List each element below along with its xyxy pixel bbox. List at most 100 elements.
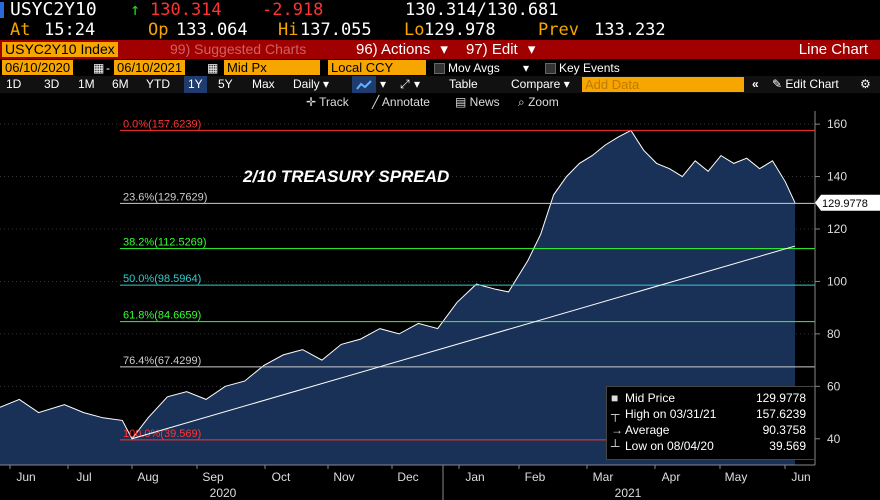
calendar-icon[interactable]: ▦ [93,61,105,75]
tab-3d[interactable]: 3D [44,77,60,91]
edit-chart-button[interactable]: ✎ Edit Chart [772,76,839,93]
x-tick-label: Feb [525,470,546,484]
actions-label: 96) Actions [356,41,431,58]
tab-ytd[interactable]: YTD [146,77,170,91]
legend-label: Mid Price [625,391,676,405]
edit-chart-label: Edit Chart [785,77,839,91]
legend-value: 157.6239 [755,407,806,421]
zoom-button[interactable]: ⌕ Zoom [518,93,559,111]
line-chart-icon[interactable] [352,76,376,93]
timeframe-bar: 1D 3D 1M 6M YTD 1Y 5Y Max Daily ▾ ▾ ⤢ ▾ Table C… [0,76,880,93]
tab-1m[interactable]: 1M [78,77,95,91]
fib-level-label: 0.0%(157.6239) [123,118,201,130]
news-label: News [469,95,500,109]
track-button[interactable]: ✛ Track [306,93,349,111]
frequency-label: Daily [293,77,320,91]
trendline [131,245,796,440]
mov-avgs-toggle[interactable]: Mov Avgs [434,60,500,76]
legend-panel: ■ Mid Price 129.9778 ┬ High on 03/31/21 157.6… [606,386,815,460]
low-label: Lo [404,20,425,40]
table-button[interactable]: Table [449,77,478,91]
date-separator: - [106,61,110,75]
prev-value: 133.232 [594,20,666,40]
legend-value: 39.569 [769,439,806,453]
fib-level-label: 76.4%(67.4299) [123,355,201,367]
tab-1y[interactable]: 1Y [184,76,207,93]
net-change: -2.918 [262,0,324,20]
legend-row: → Average 90.3758 [611,422,810,438]
bid-ask: 130.314/130.681 [405,0,559,20]
calendar-icon[interactable]: ▦ [207,61,219,75]
average-arrow-icon: → [611,423,623,437]
legend-label: Low on 08/04/20 [625,439,714,453]
zoom-icon: ⌕ [518,95,529,109]
fib-level-label: 61.8%(84.6659) [123,310,201,322]
fib-level-label: 100.0%(39.569) [123,428,201,440]
edit-button[interactable]: 97) Edit ▾ [466,40,535,59]
key-events-toggle[interactable]: Key Events [545,60,620,76]
y-tick-label: 60 [827,379,841,393]
x-tick-label: Apr [662,470,681,484]
tab-5y[interactable]: 5Y [218,77,233,91]
key-events-label: Key Events [559,61,620,75]
high-marker-icon: ┬ [611,407,620,421]
year-label: 2021 [615,486,642,500]
x-tick-label: Nov [333,470,354,484]
chevron-down-icon[interactable]: ▾ [523,61,530,75]
compare-select[interactable]: Compare ▾ [511,76,570,93]
news-button[interactable]: ▤ News [455,93,500,111]
gear-icon[interactable]: ⚙ [860,77,871,91]
chart-tools-bar: ✛ Track ╱ Annotate ▤ News ⌕ Zoom [0,93,880,111]
x-tick-label: Aug [137,470,158,484]
end-date-field[interactable]: 06/10/2021 [114,60,186,75]
tab-max[interactable]: Max [252,77,275,91]
y-tick-label: 140 [827,170,847,184]
annotate-button[interactable]: ╱ Annotate [372,93,430,111]
series-line [0,129,796,440]
drawing-tool-icon[interactable]: ⤢ [400,77,410,91]
field-select[interactable]: Mid Px [224,60,320,75]
security-field[interactable]: USYC2Y10 Index [2,42,118,57]
square-icon: ■ [611,391,619,405]
tab-6m[interactable]: 6M [112,77,129,91]
low-marker-icon: ┴ [611,439,620,453]
edit-label: 97) Edit [466,41,518,58]
x-tick-label: Jul [76,470,91,484]
annotate-icon: ╱ [372,95,382,109]
collapse-icon[interactable]: « [752,77,759,91]
news-icon: ▤ [455,95,470,109]
tab-1d[interactable]: 1D [6,77,22,91]
legend-value: 129.9778 [755,391,806,405]
quote-bar: USYC2Y10 ↑ 130.314 -2.918 130.314/130.68… [0,0,880,40]
y-tick-label: 120 [827,222,847,236]
actions-button[interactable]: 96) Actions ▾ [356,40,448,59]
annotate-label: Annotate [381,95,430,109]
chevron-down-icon: ▾ [563,77,570,91]
legend-row: ┴ Low on 08/04/20 39.569 [611,438,810,454]
last-price: 130.314 [150,0,222,20]
chevron-down-icon: ▾ [440,41,448,58]
x-tick-label: Oct [272,470,291,484]
start-date-field[interactable]: 06/10/2020 [2,60,74,75]
mov-avgs-label: Mov Avgs [448,61,500,75]
chart-title: 2/10 TREASURY SPREAD [242,167,449,186]
zoom-label: Zoom [528,95,559,109]
low-value: 129.978 [424,20,496,40]
y-tick-label: 80 [827,327,841,341]
high-label: Hi [278,20,299,40]
high-value: 137.055 [300,20,372,40]
chevron-down-icon[interactable]: ▾ [414,77,421,91]
y-tick-label: 40 [827,432,841,446]
fib-level-label: 38.2%(112.5269) [123,237,207,249]
chevron-down-icon[interactable]: ▾ [380,77,387,91]
series-area [0,130,795,465]
add-data-input[interactable]: Add Data [582,77,744,92]
frequency-select[interactable]: Daily ▾ [293,76,329,93]
last-value-tag [815,194,880,211]
x-tick-label: Jan [465,470,484,484]
suggested-charts-button[interactable]: 99) Suggested Charts [170,41,307,57]
currency-select[interactable]: Local CCY [328,60,426,75]
legend-row: ┬ High on 03/31/21 157.6239 [611,406,810,422]
compare-label: Compare [511,77,561,91]
at-label: At [10,20,31,40]
